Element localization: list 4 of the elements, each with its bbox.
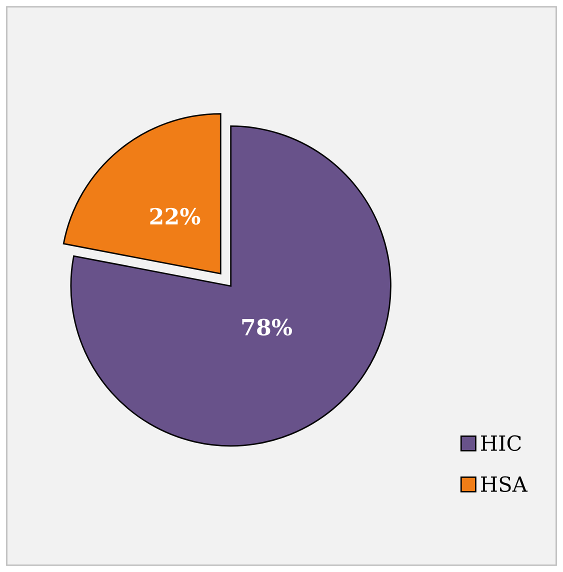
legend-label: HIC	[481, 435, 521, 452]
data-label: 22%	[150, 208, 200, 225]
data-label: 78%	[242, 318, 292, 336]
legend-label: HSA	[481, 476, 528, 492]
